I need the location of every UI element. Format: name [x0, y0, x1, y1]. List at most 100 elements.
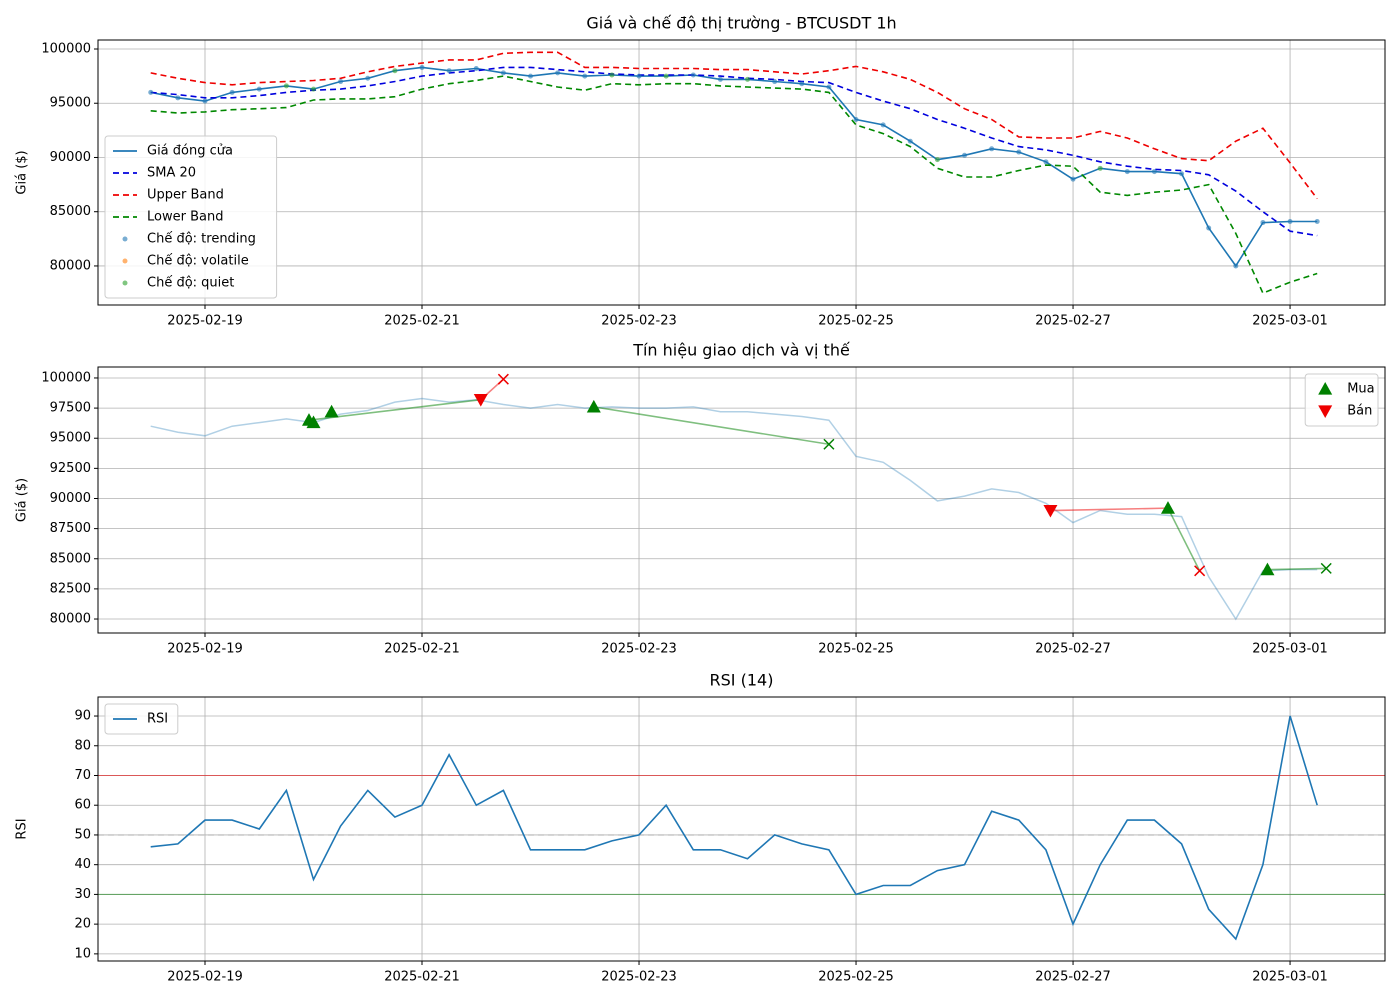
- scatter-point: [717, 76, 723, 82]
- trade-line: [1050, 507, 1169, 512]
- scatter-point: [256, 86, 262, 92]
- scatter-point: [1179, 171, 1185, 177]
- plot-frame: [97, 39, 1386, 306]
- y-tick-label: 90: [74, 709, 91, 724]
- x-tick-label: 2025-02-19: [167, 314, 243, 329]
- scatter-point: [1151, 169, 1157, 175]
- y-tick-label: 95000: [50, 96, 91, 111]
- scatter-point: [500, 70, 506, 76]
- exit-marker: [823, 438, 835, 450]
- x-tick-label: 2025-02-25: [818, 642, 894, 657]
- signal-marker: [1260, 562, 1275, 576]
- y-tick-label: 80000: [50, 258, 91, 273]
- x-tick-label: 2025-03-01: [1252, 642, 1328, 657]
- scatter-point: [202, 98, 208, 104]
- exit-marker: [1320, 562, 1332, 574]
- scatter-point: [962, 152, 968, 158]
- x-tick-label: 2025-02-27: [1035, 314, 1111, 329]
- scatter-point: [799, 81, 805, 87]
- series-line: [150, 51, 1318, 200]
- trade-line: [593, 406, 830, 446]
- scatter-point: [229, 89, 235, 95]
- y-tick-label: 97500: [50, 401, 91, 416]
- scatter-point: [609, 72, 615, 78]
- signal-marker: [473, 394, 488, 407]
- y-tick-label: 90000: [50, 150, 91, 165]
- x-tick-label: 2025-02-23: [601, 970, 677, 985]
- scatter-point: [473, 66, 479, 72]
- trade-line: [1267, 567, 1327, 571]
- scatter-point: [907, 138, 913, 144]
- y-tick-label: 85000: [50, 204, 91, 219]
- chart-title: RSI (14): [710, 671, 774, 690]
- scatter-point: [1260, 220, 1266, 226]
- scatter-point: [1016, 149, 1022, 155]
- scatter-point: [338, 79, 344, 85]
- legend-label: Mua: [1347, 382, 1374, 397]
- x-tick-label: 2025-02-21: [384, 642, 460, 657]
- scatter-point: [311, 86, 317, 92]
- signal-marker: [324, 404, 339, 418]
- signal-marker: [1043, 504, 1058, 518]
- x-tick-label: 2025-02-19: [167, 642, 243, 657]
- scatter-point: [934, 157, 940, 163]
- y-tick-label: 100000: [41, 370, 91, 385]
- y-tick-label: 80000: [50, 612, 91, 627]
- y-tick-label: 92500: [50, 461, 91, 476]
- legend-label: Chế độ: trending: [147, 232, 256, 247]
- legend: Giá đóng cửa SMA 20 Upper Band Lower Band Ch…: [104, 135, 278, 299]
- x-tick-label: 2025-02-23: [601, 642, 677, 657]
- scatter-point: [582, 73, 588, 79]
- y-tick-label: 90000: [50, 491, 91, 506]
- legend-label: Upper Band: [147, 188, 224, 203]
- scatter-point: [1206, 225, 1212, 231]
- x-tick-label: 2025-02-27: [1035, 970, 1111, 985]
- signal-marker: [586, 399, 601, 413]
- legend-label: Chế độ: volatile: [147, 254, 249, 269]
- plot-frame: [97, 366, 1386, 634]
- scatter-point: [446, 68, 452, 74]
- signal-marker: [306, 415, 321, 429]
- scatter-point: [555, 70, 561, 76]
- scatter-point: [392, 68, 398, 74]
- signal-marker: [1160, 501, 1175, 514]
- y-axis-label: Giá ($): [15, 150, 30, 194]
- scatter-point: [1233, 263, 1239, 269]
- y-tick-label: 95000: [50, 431, 91, 446]
- x-tick-label: 2025-02-27: [1035, 642, 1111, 657]
- legend-swatch: [1318, 382, 1333, 395]
- y-tick-label: 20: [74, 917, 91, 932]
- scatter-point: [365, 75, 371, 81]
- x-tick-label: 2025-03-01: [1252, 970, 1328, 985]
- legend-swatch: [1318, 405, 1333, 418]
- y-tick-label: 70: [74, 768, 91, 783]
- exit-marker: [497, 373, 509, 385]
- chart-title: Giá và chế độ thị trường - BTCUSDT 1h: [586, 14, 896, 33]
- legend-box: [104, 703, 179, 735]
- legend-label: Chế độ: quiet: [147, 276, 234, 291]
- y-tick-label: 80: [74, 738, 91, 753]
- scatter-point: [1070, 176, 1076, 182]
- legend-label: Giá đóng cửa: [147, 144, 233, 159]
- scatter-point: [1043, 159, 1049, 165]
- series-line: [150, 715, 1318, 941]
- scatter-point: [880, 122, 886, 128]
- x-tick-label: 2025-02-23: [601, 314, 677, 329]
- scatter-point: [663, 73, 669, 79]
- y-tick-label: 85000: [50, 551, 91, 566]
- chart-title: Tín hiệu giao dịch và vị thế: [632, 341, 850, 360]
- y-tick-label: 60: [74, 798, 91, 813]
- y-tick-label: 50: [74, 827, 91, 842]
- scatter-point: [1314, 218, 1320, 224]
- scatter-point: [989, 146, 995, 152]
- scatter-point: [636, 73, 642, 79]
- scatter-point: [853, 117, 859, 123]
- legend-label: Lower Band: [147, 210, 223, 225]
- series-line: [150, 75, 1318, 295]
- y-axis-label: Giá ($): [15, 478, 30, 522]
- trade-line: [1167, 507, 1201, 572]
- legend-swatch: [122, 258, 128, 264]
- x-tick-label: 2025-02-25: [818, 314, 894, 329]
- series-line: [150, 66, 1318, 237]
